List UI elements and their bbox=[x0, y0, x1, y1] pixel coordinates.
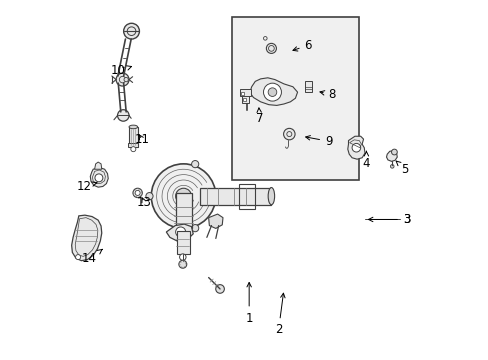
Bar bbox=[241, 92, 244, 95]
Circle shape bbox=[283, 129, 294, 140]
Bar bbox=[240, 89, 250, 96]
Bar bbox=[231, 17, 359, 180]
Circle shape bbox=[124, 77, 128, 82]
Circle shape bbox=[95, 174, 102, 182]
Circle shape bbox=[135, 190, 140, 195]
Polygon shape bbox=[166, 224, 193, 241]
Bar bbox=[239, 184, 255, 209]
Text: 11: 11 bbox=[135, 133, 149, 146]
Circle shape bbox=[116, 73, 129, 86]
Bar bbox=[304, 81, 311, 92]
Circle shape bbox=[76, 255, 81, 260]
Circle shape bbox=[123, 23, 139, 39]
Circle shape bbox=[175, 227, 185, 237]
Polygon shape bbox=[386, 150, 396, 161]
Bar bbox=[175, 193, 191, 228]
Text: 5: 5 bbox=[395, 161, 408, 176]
Text: 10: 10 bbox=[111, 64, 131, 77]
Bar bbox=[128, 143, 138, 147]
Polygon shape bbox=[90, 167, 108, 187]
Circle shape bbox=[267, 88, 276, 96]
Circle shape bbox=[391, 149, 396, 155]
Circle shape bbox=[131, 147, 136, 152]
Polygon shape bbox=[94, 162, 102, 169]
Text: 6: 6 bbox=[292, 39, 311, 52]
Circle shape bbox=[175, 188, 191, 204]
Circle shape bbox=[179, 254, 185, 260]
Text: 3: 3 bbox=[402, 213, 409, 226]
Polygon shape bbox=[347, 136, 364, 159]
Bar bbox=[199, 188, 271, 205]
Polygon shape bbox=[72, 215, 102, 261]
Circle shape bbox=[133, 188, 142, 198]
Text: 8: 8 bbox=[319, 88, 335, 101]
Bar bbox=[242, 94, 248, 103]
Polygon shape bbox=[249, 78, 297, 105]
Text: 13: 13 bbox=[136, 196, 151, 209]
Text: 12: 12 bbox=[76, 180, 97, 193]
Circle shape bbox=[145, 193, 153, 200]
Text: 7: 7 bbox=[255, 108, 263, 125]
Bar bbox=[243, 98, 245, 101]
Text: 9: 9 bbox=[305, 135, 332, 148]
Text: 4: 4 bbox=[362, 152, 369, 170]
Circle shape bbox=[191, 225, 198, 232]
Circle shape bbox=[263, 83, 281, 101]
Circle shape bbox=[266, 43, 276, 53]
Circle shape bbox=[179, 260, 186, 268]
Bar bbox=[177, 231, 189, 253]
Text: 1: 1 bbox=[245, 283, 252, 325]
Text: 2: 2 bbox=[274, 293, 285, 336]
Circle shape bbox=[117, 110, 129, 121]
Circle shape bbox=[389, 165, 393, 168]
Circle shape bbox=[151, 164, 215, 228]
Ellipse shape bbox=[267, 188, 274, 205]
Text: 3: 3 bbox=[368, 213, 409, 226]
Text: 14: 14 bbox=[82, 249, 102, 265]
Polygon shape bbox=[208, 214, 223, 228]
Circle shape bbox=[351, 143, 360, 152]
Circle shape bbox=[191, 161, 198, 168]
Circle shape bbox=[215, 285, 224, 293]
Ellipse shape bbox=[129, 125, 137, 129]
Bar bbox=[129, 127, 137, 147]
